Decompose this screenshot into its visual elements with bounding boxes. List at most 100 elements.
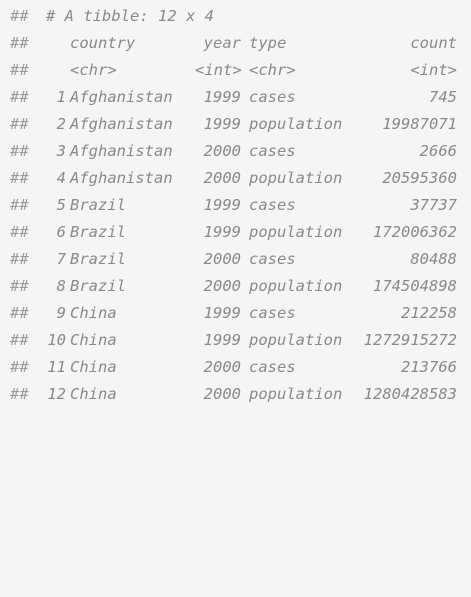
cell-type: population bbox=[249, 115, 343, 133]
table-row: ## 3 Afghanistan 2000 cases 2666 bbox=[10, 138, 465, 165]
cell-year: 1999 bbox=[203, 196, 241, 214]
cell-type: population bbox=[249, 277, 343, 295]
prompt-prefix: ## bbox=[10, 196, 29, 214]
table-row: ## 8 Brazil 2000 population 174504898 bbox=[10, 273, 465, 300]
cell-year: 1999 bbox=[203, 88, 241, 106]
cell-count: 20595360 bbox=[382, 169, 457, 187]
row-index: 12 bbox=[47, 385, 66, 403]
cell-count: 1272915272 bbox=[363, 331, 457, 349]
column-name-country: country bbox=[70, 34, 136, 52]
cell-country: Brazil bbox=[70, 196, 126, 214]
cell-count: 212258 bbox=[401, 304, 457, 322]
table-row: ## 10 China 1999 population 1272915272 bbox=[10, 327, 465, 354]
cell-type: population bbox=[249, 223, 343, 241]
cell-count: 37737 bbox=[410, 196, 457, 214]
cell-type: population bbox=[249, 331, 343, 349]
cell-type: cases bbox=[249, 196, 296, 214]
prompt-prefix: ## bbox=[10, 61, 29, 79]
cell-count: 80488 bbox=[410, 250, 457, 268]
column-name-count: count bbox=[410, 34, 457, 52]
cell-type: cases bbox=[249, 250, 296, 268]
prompt-prefix: ## bbox=[10, 7, 29, 25]
row-index: 7 bbox=[56, 250, 66, 268]
cell-type: cases bbox=[249, 304, 296, 322]
cell-type: cases bbox=[249, 88, 296, 106]
cell-year: 2000 bbox=[203, 358, 241, 376]
row-index: 2 bbox=[56, 115, 66, 133]
prompt-prefix: ## bbox=[10, 385, 29, 403]
prompt-prefix: ## bbox=[10, 115, 29, 133]
cell-country: Brazil bbox=[70, 250, 126, 268]
cell-country: Afghanistan bbox=[70, 169, 173, 187]
row-index: 9 bbox=[56, 304, 66, 322]
cell-country: China bbox=[70, 358, 117, 376]
row-index: 5 bbox=[56, 196, 66, 214]
table-row: ## 5 Brazil 1999 cases 37737 bbox=[10, 192, 465, 219]
cell-country: Afghanistan bbox=[70, 115, 173, 133]
prompt-prefix: ## bbox=[10, 223, 29, 241]
column-type-type: <chr> bbox=[249, 61, 296, 79]
row-index: 10 bbox=[47, 331, 66, 349]
cell-count: 1280428583 bbox=[363, 385, 457, 403]
column-name-type: type bbox=[249, 34, 287, 52]
cell-type: population bbox=[249, 385, 343, 403]
cell-country: China bbox=[70, 304, 117, 322]
cell-year: 1999 bbox=[203, 115, 241, 133]
cell-count: 213766 bbox=[401, 358, 457, 376]
cell-year: 2000 bbox=[203, 142, 241, 160]
cell-country: Afghanistan bbox=[70, 142, 173, 160]
cell-year: 1999 bbox=[203, 331, 241, 349]
column-types-line: ## <chr> <int> <chr> <int> bbox=[10, 57, 465, 84]
table-row: ## 6 Brazil 1999 population 172006362 bbox=[10, 219, 465, 246]
cell-count: 2666 bbox=[419, 142, 457, 160]
column-name-year: year bbox=[203, 34, 241, 52]
prompt-prefix: ## bbox=[10, 358, 29, 376]
row-index: 11 bbox=[47, 358, 66, 376]
table-row: ## 7 Brazil 2000 cases 80488 bbox=[10, 246, 465, 273]
tibble-header-line: ## # A tibble: 12 x 4 bbox=[10, 3, 465, 30]
cell-year: 2000 bbox=[203, 169, 241, 187]
cell-type: cases bbox=[249, 142, 296, 160]
cell-country: Afghanistan bbox=[70, 88, 173, 106]
table-row: ## 9 China 1999 cases 212258 bbox=[10, 300, 465, 327]
column-names-line: ## country year type count bbox=[10, 30, 465, 57]
cell-type: cases bbox=[249, 358, 296, 376]
cell-country: Brazil bbox=[70, 277, 126, 295]
cell-country: Brazil bbox=[70, 223, 126, 241]
table-row: ## 1 Afghanistan 1999 cases 745 bbox=[10, 84, 465, 111]
cell-year: 2000 bbox=[203, 277, 241, 295]
row-index: 6 bbox=[56, 223, 66, 241]
prompt-prefix: ## bbox=[10, 88, 29, 106]
r-console-output: ## # A tibble: 12 x 4 ## country year ty… bbox=[10, 3, 465, 408]
table-row: ## 4 Afghanistan 2000 population 2059536… bbox=[10, 165, 465, 192]
column-type-country: <chr> bbox=[70, 61, 117, 79]
prompt-prefix: ## bbox=[10, 304, 29, 322]
cell-country: China bbox=[70, 385, 117, 403]
cell-count: 174504898 bbox=[373, 277, 457, 295]
cell-year: 2000 bbox=[203, 250, 241, 268]
row-index: 8 bbox=[56, 277, 66, 295]
column-type-count: <int> bbox=[410, 61, 457, 79]
cell-country: China bbox=[70, 331, 117, 349]
prompt-prefix: ## bbox=[10, 169, 29, 187]
prompt-prefix: ## bbox=[10, 34, 29, 52]
tibble-header: # A tibble: 12 x 4 bbox=[46, 7, 214, 25]
row-index: 3 bbox=[56, 142, 66, 160]
column-type-year: <int> bbox=[195, 61, 242, 79]
row-index: 4 bbox=[56, 169, 66, 187]
cell-year: 1999 bbox=[203, 304, 241, 322]
cell-count: 19987071 bbox=[382, 115, 457, 133]
row-index: 1 bbox=[56, 88, 66, 106]
table-row: ## 11 China 2000 cases 213766 bbox=[10, 354, 465, 381]
cell-year: 1999 bbox=[203, 223, 241, 241]
prompt-prefix: ## bbox=[10, 142, 29, 160]
table-row: ## 2 Afghanistan 1999 population 1998707… bbox=[10, 111, 465, 138]
table-row: ## 12 China 2000 population 1280428583 bbox=[10, 381, 465, 408]
cell-count: 172006362 bbox=[373, 223, 457, 241]
cell-count: 745 bbox=[429, 88, 457, 106]
cell-type: population bbox=[249, 169, 343, 187]
prompt-prefix: ## bbox=[10, 331, 29, 349]
prompt-prefix: ## bbox=[10, 250, 29, 268]
cell-year: 2000 bbox=[203, 385, 241, 403]
prompt-prefix: ## bbox=[10, 277, 29, 295]
